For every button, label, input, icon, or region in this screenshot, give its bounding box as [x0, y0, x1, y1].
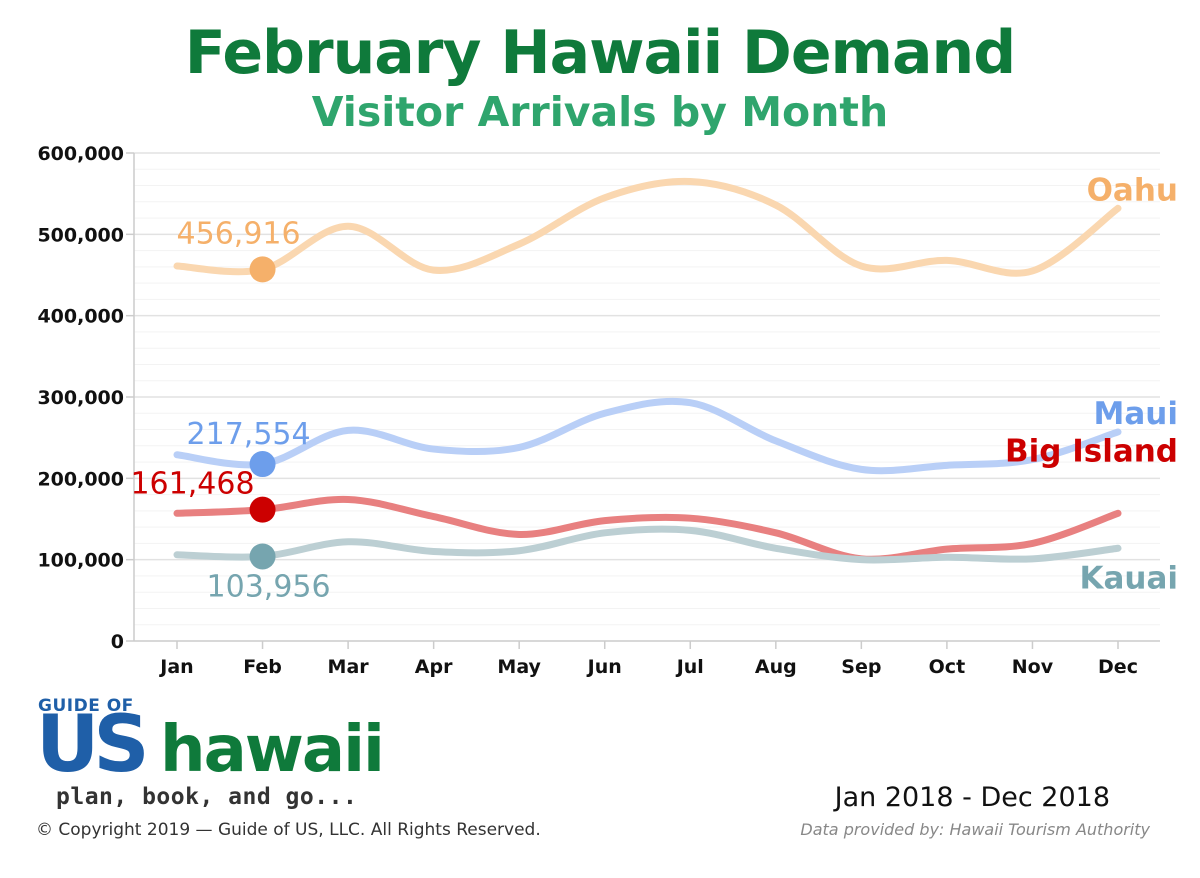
- data-label-oahu: 456,916: [177, 216, 301, 251]
- chart-title: February Hawaii Demand: [184, 18, 1016, 88]
- x-tick-label: Nov: [1012, 656, 1054, 678]
- x-tick-label: Sep: [841, 656, 881, 678]
- x-tick-label: Jan: [158, 656, 193, 678]
- y-tick-label: 200,000: [37, 468, 124, 490]
- series-name-oahu: Oahu: [1087, 172, 1178, 208]
- series-lines: [173, 177, 1122, 570]
- date-range: Jan 2018 - Dec 2018: [834, 782, 1110, 813]
- data-source: Data provided by: Hawaii Tourism Authori…: [800, 820, 1150, 839]
- logo-us-text: US: [36, 700, 149, 790]
- highlight-point-oahu: [249, 256, 276, 283]
- x-tick-label: Mar: [328, 656, 370, 678]
- guide-of-us-hawaii-logo: GUIDE OF US hawaii plan, book, and go...: [36, 696, 416, 816]
- series-name-big-island: Big Island: [1005, 433, 1178, 469]
- y-tick-label: 300,000: [37, 387, 124, 409]
- logo-guide-of-text: GUIDE OF: [38, 696, 134, 716]
- series-labels: 456,916 Oahu 217,554 Maui 161,468 Big Island 1…: [130, 172, 1178, 604]
- series-line-oahu: [173, 177, 1122, 277]
- logo-hawaii-text: hawaii: [160, 713, 385, 787]
- data-label-maui: 217,554: [187, 417, 311, 452]
- x-tick-label: Jul: [675, 656, 704, 678]
- data-label-big-island: 161,468: [130, 467, 254, 502]
- x-tick-label: Feb: [243, 656, 282, 678]
- axes: 0 100,000 200,000 300,000 400,000 500,000 600,…: [37, 143, 1160, 678]
- chart-subtitle: Visitor Arrivals by Month: [311, 88, 889, 136]
- data-label-kauai: 103,956: [207, 569, 331, 604]
- y-tick-label: 600,000: [37, 143, 124, 165]
- x-tick-label: Oct: [929, 656, 966, 678]
- series-name-maui: Maui: [1094, 396, 1178, 432]
- highlight-point-kauai: [249, 543, 276, 570]
- highlight-point-big-island: [249, 496, 276, 523]
- y-tick-label: 400,000: [37, 306, 124, 328]
- y-tick-label: 100,000: [37, 550, 124, 572]
- y-tick-label: 0: [111, 631, 124, 653]
- copyright-text: © Copyright 2019 — Guide of US, LLC. All…: [36, 820, 541, 840]
- x-tick-label: Dec: [1098, 656, 1138, 678]
- x-tick-label: Apr: [415, 656, 453, 678]
- x-tick-label: May: [497, 656, 541, 678]
- x-tick-label: Jun: [586, 656, 622, 678]
- series-name-kauai: Kauai: [1079, 560, 1178, 596]
- logo-tagline: plan, book, and go...: [56, 784, 358, 810]
- highlight-point-maui: [249, 451, 276, 478]
- series-line-kauai: [173, 525, 1122, 564]
- series-line-maui: [173, 397, 1122, 475]
- grid-lines: [134, 152, 1160, 626]
- x-tick-label: Aug: [755, 656, 797, 678]
- y-tick-label: 500,000: [37, 224, 124, 246]
- series-line-big-island: [173, 495, 1122, 563]
